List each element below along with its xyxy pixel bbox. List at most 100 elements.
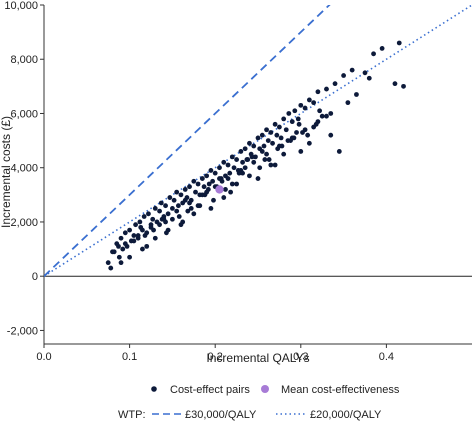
y-tick-label: 0 xyxy=(32,271,38,283)
cost-effect-point xyxy=(188,206,194,211)
legend-mean-marker xyxy=(261,385,269,393)
cost-effect-point xyxy=(217,165,222,171)
legend-points-marker xyxy=(151,386,157,392)
legend-wtp30-label: £30,000/QALY xyxy=(185,409,257,421)
cost-effect-point xyxy=(152,235,158,241)
cost-effect-point xyxy=(122,230,128,236)
cost-effect-point xyxy=(204,173,210,179)
cost-effect-point xyxy=(317,108,323,114)
cost-effect-point xyxy=(279,143,285,149)
x-tick-label: 0.3 xyxy=(293,351,308,363)
cost-effect-point xyxy=(127,254,132,260)
cost-effect-point xyxy=(255,176,261,181)
cost-effect-point xyxy=(281,151,287,157)
x-axis-label: Incremental QALYs xyxy=(206,351,309,365)
cost-effect-point xyxy=(202,192,208,198)
cost-effect-point xyxy=(138,224,144,230)
cost-effect-point xyxy=(141,214,147,219)
cost-effect-point xyxy=(110,249,115,255)
cost-effect-point xyxy=(131,233,137,238)
y-tick-label: -2,000 xyxy=(7,325,38,337)
mean-point-group xyxy=(215,185,224,194)
legend-points-label: Cost-effect pairs xyxy=(170,384,250,396)
cost-effect-point xyxy=(311,100,317,106)
y-axis-label: Incremental costs (£) xyxy=(0,116,13,228)
legend: Cost-effect pairs Mean cost-effectivenes… xyxy=(118,384,400,421)
cost-effect-points xyxy=(105,40,406,271)
cost-effect-point xyxy=(174,208,180,214)
cost-effect-point xyxy=(167,195,173,200)
cost-effect-point xyxy=(131,238,137,244)
cost-effect-point xyxy=(319,113,325,119)
cost-effect-point xyxy=(328,111,334,116)
cost-effect-point xyxy=(185,208,191,214)
x-tick-label: 0.4 xyxy=(379,351,394,363)
cost-effect-point xyxy=(396,40,402,46)
cost-effect-point xyxy=(199,176,205,181)
cost-effect-point xyxy=(221,195,227,200)
cost-effect-point xyxy=(228,189,234,195)
cost-effect-point xyxy=(227,170,233,176)
y-tick-label: 2,000 xyxy=(10,217,38,229)
cost-effect-point xyxy=(108,265,114,271)
cost-effect-point xyxy=(264,151,269,157)
cost-effect-point xyxy=(120,246,126,252)
cost-effect-point xyxy=(122,241,128,247)
cost-effect-point xyxy=(313,121,319,127)
cost-effect-point xyxy=(274,132,280,138)
cost-effect-point xyxy=(257,165,263,171)
cost-effect-point xyxy=(176,214,182,219)
cost-effect-point xyxy=(262,157,268,162)
cost-effect-point xyxy=(392,81,398,87)
cost-effect-point xyxy=(300,130,305,135)
cost-effect-point xyxy=(298,149,304,154)
cost-effect-point xyxy=(345,100,351,106)
cost-effect-point xyxy=(259,149,265,154)
cost-effect-point xyxy=(127,227,132,233)
cost-effect-point xyxy=(187,200,192,206)
cost-effect-point xyxy=(266,157,272,162)
cost-effect-point xyxy=(272,162,278,168)
cost-effect-point xyxy=(174,189,180,195)
cost-effect-point xyxy=(208,206,214,211)
cost-effect-point xyxy=(247,140,252,146)
cost-effect-point xyxy=(163,219,168,225)
cost-effect-point xyxy=(264,127,269,133)
cost-effect-point xyxy=(212,170,218,176)
legend-mean-label: Mean cost-effectiveness xyxy=(281,384,400,396)
cost-effect-point xyxy=(229,154,235,160)
cost-effect-point xyxy=(306,97,312,103)
cost-effect-point xyxy=(170,216,175,222)
cost-effect-point xyxy=(379,45,385,51)
cost-effect-point xyxy=(105,260,111,266)
cost-effect-point xyxy=(231,165,237,171)
cost-effect-point xyxy=(170,206,175,211)
cost-effect-point xyxy=(292,108,298,114)
cost-effect-point xyxy=(275,146,281,152)
cost-effect-point xyxy=(151,227,156,233)
cost-effect-point xyxy=(191,178,197,184)
cost-effect-point xyxy=(152,206,158,211)
x-tick-label: 0.0 xyxy=(36,351,51,363)
wtp-line-30000 xyxy=(44,5,331,277)
cost-effect-point xyxy=(116,243,121,249)
cost-effect-point xyxy=(253,154,258,160)
x-tick-label: 0.2 xyxy=(208,351,223,363)
cost-effect-point xyxy=(223,187,228,192)
cost-effect-point xyxy=(236,170,242,176)
cost-effect-point xyxy=(362,70,368,76)
cost-effect-point xyxy=(289,119,295,125)
cost-effect-point xyxy=(349,67,355,73)
cost-effect-point xyxy=(298,102,304,108)
cost-effect-point xyxy=(251,159,257,165)
cost-effect-point xyxy=(366,75,372,81)
cost-effect-point xyxy=(302,105,308,111)
cost-effect-point xyxy=(225,176,231,181)
cost-effect-point xyxy=(277,124,282,130)
cost-effect-point xyxy=(118,260,124,266)
cost-effect-point xyxy=(178,192,184,198)
cost-effect-point xyxy=(283,127,289,133)
cost-effect-point xyxy=(140,246,145,252)
cost-effect-point xyxy=(144,243,150,249)
